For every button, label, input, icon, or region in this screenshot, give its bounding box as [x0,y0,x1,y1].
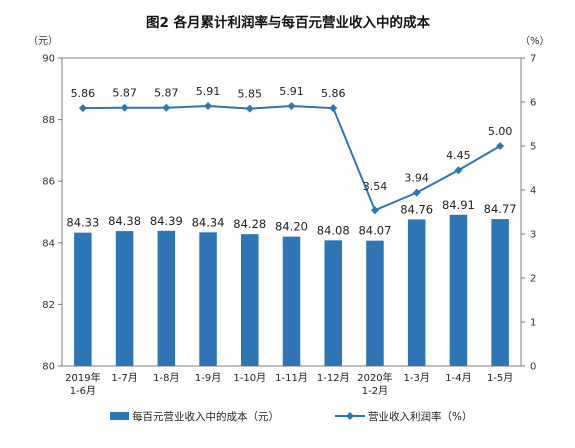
right-axis-tick-label: 4 [530,186,536,197]
cost-bar [199,232,217,366]
profit-rate-marker [162,103,171,112]
left-axis: 80 82 84 86 88 90 [42,54,62,373]
x-axis-tick-label: 2019年 [65,371,100,384]
cost-bar-value-label: 84.08 [317,223,350,237]
x-axis-tick-label: 1-9月 [195,372,221,384]
cost-bar-value-label: 84.34 [192,215,225,229]
cost-bar-value-label: 84.77 [484,202,517,216]
right-axis-tick-label: 7 [530,54,536,65]
profit-rate-value-label: 3.54 [363,180,388,193]
profit-rate-marker [370,206,379,215]
cost-bar [324,240,342,366]
cost-bar [157,230,176,366]
x-axis-tick-label: 1-12月 [317,372,350,384]
left-axis-tick-label: 80 [42,362,55,373]
right-axis: 0 1 2 3 4 5 6 7 [521,54,536,373]
profit-rate-marker [287,101,296,110]
cost-bar [282,236,301,366]
profit-rate-marker [120,103,129,112]
cost-bar-value-label: 84.28 [233,217,266,231]
profit-rate-marker [78,104,87,113]
profit-rate-value-label: 4.45 [446,149,471,162]
cost-bar [115,231,134,366]
cost-bar-value-label: 84.76 [400,202,433,216]
right-axis-tick-label: 5 [530,142,536,153]
x-axis-tick-label: 1-8月 [153,372,179,384]
profit-rate-value-label: 5.85 [238,88,263,101]
profit-rate-value-label: 5.87 [112,87,137,100]
right-axis-tick-label: 2 [530,274,536,285]
cost-bar [241,234,259,366]
cost-bar [491,219,509,366]
profit-rate-value-label: 5.86 [321,87,346,100]
left-axis-tick-label: 84 [42,238,55,249]
left-axis-tick-label: 88 [42,115,55,126]
profit-rate-value-label: 5.00 [488,125,513,138]
right-axis-tick-label: 3 [530,230,536,241]
cost-bar-value-label: 84.33 [66,216,99,230]
cost-bar [366,240,384,366]
x-axis-tick-label: 1-6月 [70,385,96,397]
legend-bar-label: 每百元营业收入中的成本（元） [132,410,279,423]
left-axis-tick-label: 90 [42,54,55,65]
right-axis-tick-label: 0 [530,362,536,373]
left-axis-unit: （元） [28,35,58,47]
cost-bar-series: 84.33 84.38 84.39 84.34 84.28 84.20 84.08 84.07… [66,198,517,366]
x-axis-tick-label: 1-5月 [487,372,513,384]
profit-rate-value-label: 5.86 [71,87,96,100]
profit-rate-marker [329,104,338,113]
x-axis-tick-label: 1-3月 [404,372,430,384]
cost-bar-value-label: 84.39 [150,214,183,228]
x-axis-tick-label: 1-7月 [111,372,137,384]
chart-title: 图2 各月累计利润率与每百元营业收入中的成本 [146,14,431,31]
legend-line-marker [346,412,354,420]
x-axis-tick-label: 1-10月 [233,372,266,384]
legend-bar-swatch [110,412,129,420]
profit-rate-line-series: 5.86 5.87 5.87 5.91 5.85 5.91 5.86 3.54 3.94 4.45… [71,85,513,215]
profit-rate-line [82,104,501,212]
right-axis-tick-label: 1 [530,318,536,329]
profit-rate-value-label: 5.87 [154,87,179,100]
left-axis-tick-label: 86 [42,177,55,188]
cost-bar [449,214,468,366]
left-axis-tick-label: 82 [42,300,55,311]
profit-rate-marker [496,142,505,150]
profit-rate-value-label: 5.91 [196,85,221,98]
profit-rate-value-label: 5.91 [279,85,304,98]
cost-bar [407,219,426,366]
cost-bar-value-label: 84.20 [275,220,308,234]
x-axis-tick-label: 2020年 [357,371,392,384]
cost-bar-value-label: 84.91 [442,198,475,212]
right-axis-unit: （%） [520,35,550,47]
legend-line-label: 营业收入利润率（%） [368,410,472,423]
cost-bar-value-label: 84.38 [108,214,141,228]
x-axis-tick-label: 1-4月 [445,372,471,384]
right-axis-tick-label: 6 [530,98,536,109]
cost-bar-value-label: 84.07 [358,224,391,238]
legend: 每百元营业收入中的成本（元） 营业收入利润率（%） [110,410,472,423]
cost-bar [74,232,92,366]
profit-rate-marker [204,101,213,110]
profit-rate-marker [245,104,254,113]
x-axis-tick-label: 1-11月 [275,372,308,384]
profit-rate-value-label: 3.94 [404,172,429,185]
profit-rate-marker [412,188,421,197]
x-axis-tick-label: 1-2月 [362,385,388,397]
profit-rate-marker [454,166,463,175]
